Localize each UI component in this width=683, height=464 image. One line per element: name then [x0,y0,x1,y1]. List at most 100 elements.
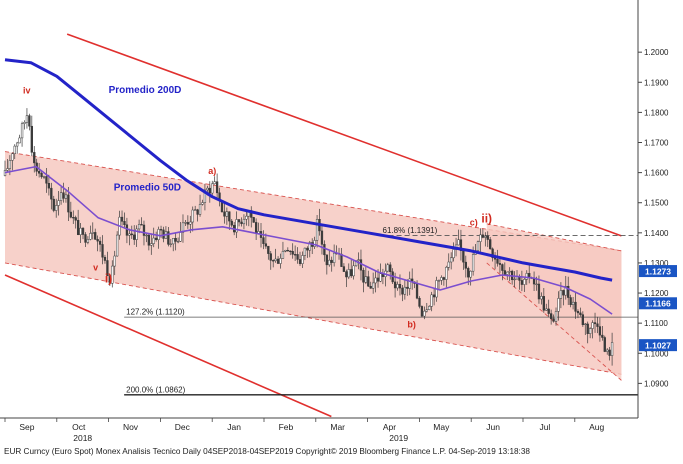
candle-body [67,194,70,213]
candle-body [491,248,494,259]
candle-body [113,255,116,267]
candle-body [420,306,424,317]
candle-body [601,334,604,338]
candle-body [262,237,265,244]
main-channel [5,151,622,375]
candle-body [128,233,131,236]
candle [432,288,436,306]
trend-channels [4,33,622,418]
candle [296,247,299,264]
ma-label-1: Promedio 50D [114,183,181,194]
candle-body [286,249,289,252]
candle [523,277,526,292]
candle [425,302,428,313]
candle [269,251,272,270]
candle-body [6,168,9,171]
y-tick-label: 1.1200 [644,289,669,298]
candle-body [167,231,170,245]
candle-body [440,277,443,281]
candle-body [240,221,243,225]
candle [520,270,524,292]
candle-body [523,279,526,285]
candle [547,299,550,318]
candle [101,235,104,265]
candle-body [145,234,148,237]
candle-body [450,257,453,263]
candle [418,296,421,309]
wave-label-1: v [93,262,98,272]
candle [279,253,282,269]
candle-body [281,251,285,259]
candle-body [306,247,309,251]
correction-channel-upper-edge [486,223,622,252]
candle [501,263,504,281]
candle [113,250,116,276]
candle [610,332,614,366]
candle-body [174,238,177,242]
candle [362,267,365,293]
candle-body [111,265,114,284]
candle [389,262,392,280]
candle [586,321,589,344]
candle [147,233,151,251]
candle-body [379,273,382,282]
candle-body [130,233,133,236]
candle [579,307,582,317]
candle [342,263,346,273]
candle-body [425,309,428,312]
candle-body [374,277,377,284]
candle-body [303,247,307,256]
candle [235,211,238,238]
candle-body [103,256,107,261]
candle [508,267,511,282]
candle-body [42,176,46,178]
wave-label-5: c) [470,217,478,227]
candle-body [591,322,594,329]
ma200-line [4,58,613,282]
y-tick-label: 1.1400 [644,229,669,238]
candle-body [542,296,545,311]
candle [406,279,409,296]
candle [289,250,292,256]
candle [591,320,594,339]
candle-body [576,311,580,314]
candle-body [428,306,431,310]
candle [223,202,226,224]
candle-body [447,261,450,268]
candle-body [62,192,65,199]
candle-body [367,276,370,287]
candle-body [86,239,90,243]
candle-body [362,269,365,283]
candle-body [584,323,587,325]
candle [13,144,16,159]
candle [554,307,558,326]
candle [16,141,19,154]
candle-body [401,287,404,295]
candle [155,231,158,242]
candle [584,322,587,336]
candle [30,115,33,157]
candle [240,217,243,227]
candle [452,242,455,262]
candle [489,236,492,250]
candle [6,159,9,172]
candle-body [357,259,360,261]
candle [323,240,326,262]
candle-body [228,211,231,222]
candle-body [208,187,211,194]
candle [479,228,482,252]
candle [545,303,548,311]
candle [459,229,463,261]
candle-body [415,283,419,299]
candle-body [155,237,158,240]
candle-body [101,244,104,258]
candle-body [162,229,165,239]
candle [230,218,233,228]
candle [369,281,372,289]
candle [18,134,21,144]
candle-body [508,270,511,273]
candle-body [457,239,460,246]
candle [186,215,190,229]
candle [469,270,472,286]
candle-body [549,313,553,319]
